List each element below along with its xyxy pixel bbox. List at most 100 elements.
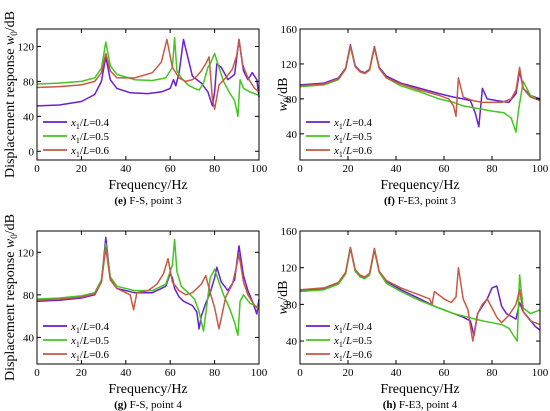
- y-tick-label: 80: [286, 299, 298, 311]
- panel-caption: (f) F-E3, point 3: [384, 195, 457, 207]
- plot-frame: [36, 28, 260, 161]
- legend-value: =0.6: [352, 349, 372, 361]
- y-axis-label: w0/dB: [276, 77, 292, 111]
- legend-sub: 1: [76, 354, 80, 363]
- y-tick-label: 80: [286, 94, 298, 106]
- panel-e: 0 20 40 60 80 100 0 40 80 120 Frequency/Hz Displace…: [3, 11, 268, 207]
- x-axis-label: Frequency/Hz: [380, 382, 459, 397]
- x-tick-label: 40: [391, 163, 403, 175]
- legend-sub: 1: [76, 150, 80, 159]
- legend-slash: /: [343, 131, 347, 143]
- y-tick-label: 120: [281, 59, 298, 71]
- x-tick-label: 80: [487, 367, 499, 379]
- legend-sub: 1: [76, 136, 80, 145]
- x-tick-label: 80: [487, 163, 499, 175]
- y-tick-label: 40: [286, 336, 298, 348]
- legend-len: L: [82, 145, 89, 157]
- legend-value: =0.4: [89, 321, 109, 333]
- y-label-unit: /dB: [3, 214, 18, 234]
- y-label-var: w: [276, 102, 291, 112]
- legend-len: L: [345, 321, 352, 333]
- legend-var: x: [333, 321, 339, 333]
- legend-slash: /: [80, 335, 84, 347]
- panel-caption: (h) F-E3, point 4: [383, 399, 458, 411]
- y-label-var: w: [3, 238, 18, 248]
- legend-len: L: [345, 145, 352, 157]
- x-tick-label: 0: [297, 367, 303, 379]
- legend-sub: 1: [76, 326, 80, 335]
- x-tick-label: 40: [120, 367, 132, 379]
- legend-entry: x1/L=0.6: [333, 349, 373, 363]
- x-tick-label: 40: [120, 163, 132, 175]
- legend-var: x: [333, 117, 339, 129]
- plot-frame: [299, 230, 541, 365]
- caption-letter: (g): [114, 399, 127, 411]
- legend-sub: 1: [339, 354, 343, 363]
- panel-f: 0 20 40 60 80 1004080120160Frequency/Hzw0/dB(…: [276, 24, 549, 207]
- panel-caption: (g) F-S, point 4: [114, 399, 182, 411]
- legend-len: L: [345, 131, 352, 143]
- legend-var: x: [333, 335, 339, 347]
- x-tick-label: 0: [34, 163, 40, 175]
- x-tick-label: 20: [343, 367, 355, 379]
- legend-entry: x1/L=0.5: [70, 131, 110, 145]
- legend-var: x: [333, 131, 339, 143]
- x-tick-label: 20: [343, 163, 355, 175]
- legend-var: x: [70, 131, 76, 143]
- y-label-text: Displacement response: [3, 45, 18, 178]
- y-tick-label: 40: [286, 129, 298, 141]
- legend-slash: /: [80, 117, 84, 129]
- legend-entry: x1/L=0.6: [70, 145, 110, 159]
- legend-sub: 1: [339, 122, 343, 131]
- x-tick-label: 60: [439, 163, 451, 175]
- legend-len: L: [82, 335, 89, 347]
- legend-var: x: [70, 117, 76, 129]
- legend-entry: x1/L=0.6: [70, 349, 110, 363]
- legend-var: x: [333, 145, 339, 157]
- y-tick-label: 120: [18, 247, 35, 259]
- x-tick-label: 60: [439, 367, 451, 379]
- legend-value: =0.4: [89, 117, 109, 129]
- y-axis-label: Displacement response w0/dB: [3, 214, 19, 381]
- caption-letter: (f): [384, 195, 395, 207]
- series-line-2: [36, 238, 260, 337]
- legend-entry: x1/L=0.4: [70, 117, 110, 131]
- y-label-var: w: [276, 305, 291, 315]
- legend-sub: 1: [339, 326, 343, 335]
- series-line-3: [299, 44, 541, 118]
- series-line-3: [36, 38, 260, 111]
- legend-entry: x1/L=0.4: [333, 117, 373, 131]
- y-tick-label: 40: [23, 111, 35, 123]
- legend-sub: 1: [339, 340, 343, 349]
- y-tick-label: 120: [18, 41, 35, 53]
- y-tick-label: 80: [23, 76, 35, 88]
- series-line-2: [36, 36, 260, 118]
- y-tick-label: 160: [281, 24, 298, 36]
- legend-slash: /: [80, 145, 84, 157]
- x-tick-label: 80: [209, 163, 221, 175]
- y-label-sub: 0: [9, 234, 19, 239]
- legend-slash: /: [343, 335, 347, 347]
- legend-var: x: [70, 335, 76, 347]
- x-tick-label: 0: [34, 367, 40, 379]
- x-tick-label: 100: [532, 367, 549, 379]
- caption-text: F-E3, point 4: [396, 399, 458, 411]
- y-tick-label: 160: [281, 226, 298, 238]
- caption-letter: (h): [383, 399, 397, 411]
- legend-entry: x1/L=0.4: [70, 321, 110, 335]
- x-tick-label: 40: [391, 367, 403, 379]
- y-tick-label: 120: [281, 263, 298, 275]
- legend-len: L: [345, 117, 352, 129]
- panel-h: 0 20 40 60 80 1004080120160Frequency/Hzw0/dB(…: [276, 226, 549, 411]
- legend-slash: /: [343, 349, 347, 361]
- y-label-unit: /dB: [276, 77, 291, 97]
- legend-sub: 1: [339, 150, 343, 159]
- caption-text: F-E3, point 3: [395, 195, 457, 207]
- series-line-1: [299, 43, 541, 128]
- legend-entry: x1/L=0.6: [333, 145, 373, 159]
- caption-text: F-S, point 4: [127, 399, 183, 411]
- legend-slash: /: [80, 321, 84, 333]
- legend-var: x: [70, 321, 76, 333]
- x-tick-label: 80: [209, 367, 221, 379]
